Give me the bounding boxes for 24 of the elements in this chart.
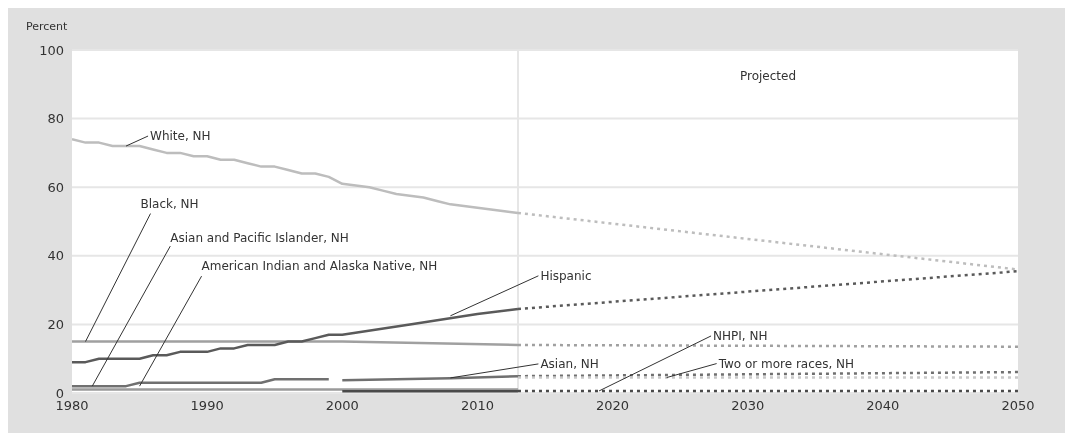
annotation: American Indian and Alaska Native, NH bbox=[201, 259, 438, 274]
x-tick-label: 2030 bbox=[731, 398, 765, 414]
x-tick-label: 1990 bbox=[190, 398, 224, 414]
annotation: Asian, NH bbox=[540, 356, 599, 371]
y-tick-label: 20 bbox=[47, 317, 64, 333]
y-tick-label: 40 bbox=[47, 248, 64, 264]
annotation: Black, NH bbox=[140, 196, 199, 211]
annotation: Asian and Pacific Islander, NH bbox=[170, 231, 349, 246]
annotation: Projected bbox=[739, 69, 797, 83]
x-tick-label: 2020 bbox=[596, 398, 630, 414]
annotation: Hispanic bbox=[540, 268, 592, 283]
x-tick-label: 2040 bbox=[866, 398, 900, 414]
y-tick-label: 0 bbox=[55, 385, 64, 401]
y-tick-label: 100 bbox=[39, 42, 64, 58]
annotation: NHPI, NH bbox=[713, 328, 768, 343]
annotation: Two or more races, NH bbox=[717, 356, 855, 371]
x-tick-label: 2000 bbox=[325, 398, 359, 414]
y-axis-title: Percent bbox=[26, 20, 69, 33]
x-tick-label: 2050 bbox=[1001, 398, 1035, 414]
x-tick-label: 1980 bbox=[55, 398, 89, 414]
y-tick-label: 60 bbox=[47, 179, 64, 195]
y-tick-label: 80 bbox=[47, 111, 64, 127]
annotation: White, NH bbox=[150, 129, 211, 144]
x-tick-label: 2010 bbox=[460, 398, 494, 414]
